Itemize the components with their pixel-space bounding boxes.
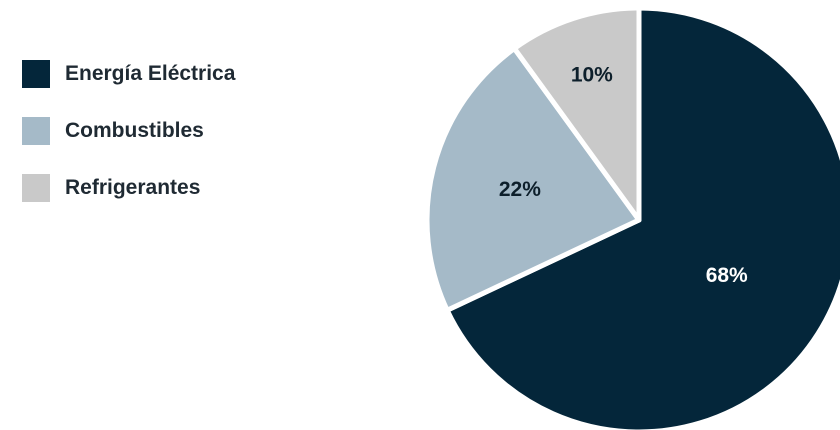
legend-label-combustibles: Combustibles bbox=[65, 119, 204, 142]
legend-swatch-energia-electrica bbox=[22, 60, 50, 88]
legend-swatch-combustibles bbox=[22, 117, 50, 145]
legend-swatch-refrigerantes bbox=[22, 174, 50, 202]
pie-slice-combustibles bbox=[424, 45, 642, 313]
legend-item-combustibles: Combustibles bbox=[22, 117, 322, 145]
chart-legend: Energía Eléctrica Combustibles Refrigera… bbox=[22, 60, 322, 231]
pie-slice-refrigerantes bbox=[511, 5, 642, 223]
pie-label-combustibles: 22% bbox=[499, 178, 541, 201]
pie-label-refrigerantes: 10% bbox=[571, 63, 613, 86]
legend-item-refrigerantes: Refrigerantes bbox=[22, 174, 322, 202]
pie-slice-energia-electrica bbox=[444, 5, 840, 430]
legend-label-refrigerantes: Refrigerantes bbox=[65, 176, 201, 199]
pie-label-energia-electrica: 68% bbox=[706, 264, 748, 287]
legend-label-energia-electrica: Energía Eléctrica bbox=[65, 62, 236, 85]
legend-item-energia-electrica: Energía Eléctrica bbox=[22, 60, 322, 88]
